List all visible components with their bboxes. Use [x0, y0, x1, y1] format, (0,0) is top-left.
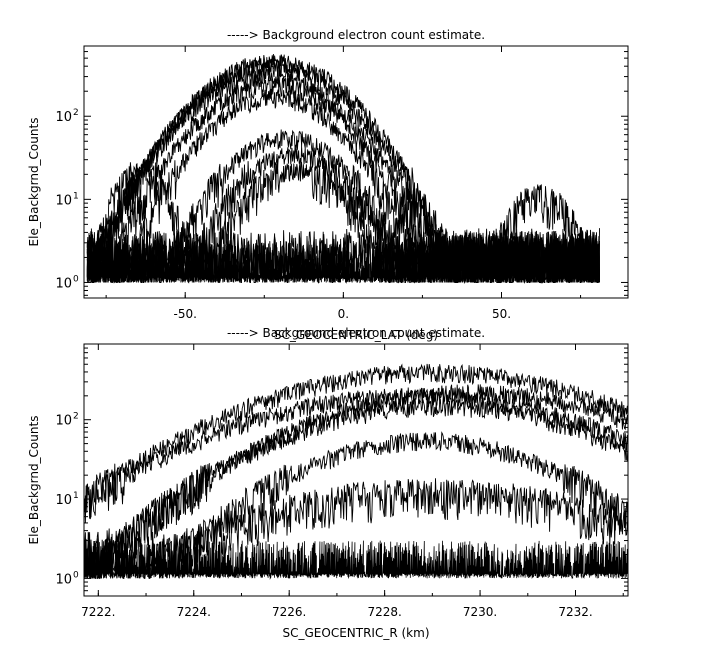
x-tick-label: 7222.: [81, 605, 115, 619]
x-tick-label: 7226.: [272, 605, 306, 619]
x-tick-label: 0.: [338, 307, 349, 321]
lat-plot-frame: [83, 45, 629, 299]
lat-y-axis-label: Ele_Backgrnd_Counts: [27, 118, 41, 247]
x-tick-label: 7230.: [463, 605, 497, 619]
y-tick-label: 10: [55, 193, 72, 208]
x-tick-label: -50.: [173, 307, 196, 321]
y-tick-label: 10: [55, 110, 72, 125]
radius-panel-title: -----> Background electron count estimat…: [227, 326, 485, 340]
y-tick-label: 10: [55, 572, 72, 587]
radius-data-layer: [84, 363, 628, 580]
lat-x-axis-label: SC_GEOCENTRIC_LAT (deg): [274, 328, 438, 342]
radius-panel: -----> Background electron count estimat…: [27, 326, 629, 640]
radius-x-axis-label: SC_GEOCENTRIC_R (km): [283, 626, 430, 640]
series-line-9: [87, 184, 600, 284]
series-line-2: [84, 387, 628, 524]
series-line-3: [84, 397, 628, 579]
radius-x-axis: 7222. 7224. 7226. 7228. 7230. 7232.: [81, 344, 624, 619]
lat-panel-title: -----> Background electron count estimat…: [227, 28, 485, 42]
y-tick-label: 10: [55, 493, 72, 508]
x-tick-label: 7232.: [558, 605, 592, 619]
radius-plot-frame: [83, 343, 629, 597]
lat-data-layer: [86, 53, 600, 285]
baseline-noise-line: [84, 540, 628, 580]
x-tick-label: 50.: [492, 307, 511, 321]
x-tick-label: 7224.: [177, 605, 211, 619]
lat-x-axis: -50. 0. 50.: [105, 46, 582, 321]
y-tick-exponent: 1: [73, 491, 79, 501]
y-tick-exponent: 0: [73, 274, 79, 284]
y-tick-exponent: 2: [73, 412, 79, 422]
y-tick-exponent: 0: [73, 570, 79, 580]
series-line-7: [86, 161, 600, 285]
x-tick-label: 7228.: [367, 605, 401, 619]
series-line-1: [86, 58, 600, 283]
y-tick-label: 10: [55, 414, 72, 429]
y-tick-exponent: 2: [73, 108, 79, 118]
data-clip-group: [86, 53, 600, 285]
series-line-0: [84, 363, 628, 520]
y-tick-label: 10: [55, 276, 72, 291]
lat-panel: -----> Background electron count estimat…: [27, 28, 629, 342]
series-line-5: [84, 478, 628, 579]
data-clip-group: [84, 363, 628, 580]
y-tick-exponent: 1: [73, 191, 79, 201]
radius-y-axis-label: Ele_Backgrnd_Counts: [27, 416, 41, 545]
